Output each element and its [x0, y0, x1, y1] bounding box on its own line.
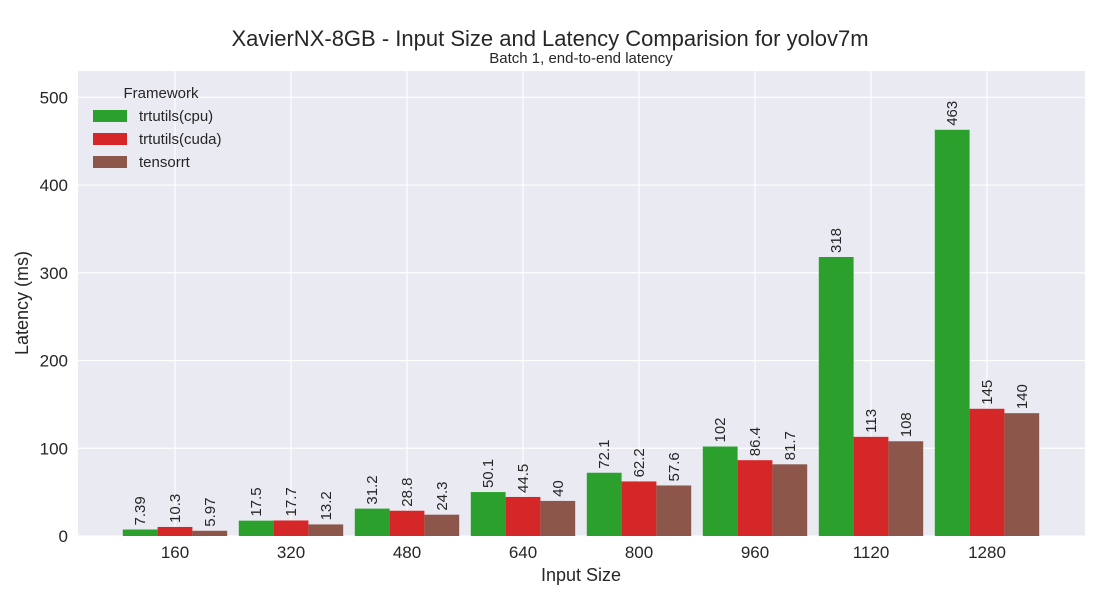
bar	[737, 460, 773, 536]
bar-value-label: 318	[828, 228, 845, 253]
bar-value-label: 102	[712, 417, 729, 442]
bar	[273, 520, 309, 536]
y-axis-label: Latency (ms)	[12, 251, 32, 355]
legend-label: trtutils(cpu)	[139, 108, 213, 125]
y-tick-label: 500	[40, 88, 68, 107]
y-tick-label: 300	[40, 264, 68, 283]
bar	[853, 436, 889, 536]
bar-value-label: 62.2	[631, 448, 648, 477]
bar-value-labels: 7.39 17.5 31.2 50.1 72.1 102 318 463 10.3 17.7 28.…	[132, 101, 1031, 527]
bar-value-label: 40	[550, 480, 567, 497]
bar-value-label: 7.39	[132, 496, 149, 525]
x-tick-label: 960	[741, 543, 769, 562]
bar	[621, 481, 657, 536]
legend-label: tensorrt	[139, 154, 191, 171]
x-tick-label: 480	[393, 543, 421, 562]
bar	[702, 446, 738, 536]
bar-value-label: 17.7	[283, 487, 300, 516]
bar-value-label: 72.1	[596, 440, 613, 469]
bar	[424, 514, 460, 536]
x-tick-label: 160	[161, 543, 189, 562]
bar	[470, 492, 506, 536]
bar	[238, 520, 274, 536]
bars	[122, 129, 1040, 536]
y-tick-label: 0	[59, 527, 68, 546]
bar-value-label: 463	[944, 101, 961, 126]
bar	[656, 485, 692, 536]
legend-title: Framework	[123, 85, 199, 102]
chart-title: XavierNX-8GB - Input Size and Latency Co…	[231, 26, 868, 51]
plot-area	[78, 71, 1085, 536]
bar	[772, 464, 808, 536]
bar-value-label: 17.5	[248, 487, 265, 516]
x-tick-label: 1120	[853, 543, 890, 562]
legend: Framework trtutils(cpu) trtutils(cuda) ten…	[93, 85, 222, 171]
bar-value-label: 44.5	[515, 464, 532, 493]
y-tick-label: 200	[40, 352, 68, 371]
bar	[818, 257, 854, 536]
y-tick-label: 400	[40, 176, 68, 195]
bar-value-label: 24.3	[434, 481, 451, 510]
bar	[540, 500, 576, 536]
bar	[586, 472, 622, 536]
legend-label: trtutils(cuda)	[139, 131, 222, 148]
bar	[354, 508, 390, 536]
bar-value-label: 113	[863, 409, 880, 433]
bar-value-label: 140	[1014, 384, 1031, 409]
legend-swatch	[93, 110, 127, 122]
bar-value-label: 81.7	[782, 431, 799, 460]
bar	[122, 529, 158, 536]
x-axis-ticks: 160 320 480 640 800 960 1120 1280	[161, 543, 1006, 562]
y-tick-label: 100	[40, 439, 68, 458]
bar-value-label: 31.2	[364, 475, 381, 504]
bar	[157, 526, 193, 536]
x-axis-label: Input Size	[541, 565, 621, 585]
x-tick-label: 800	[625, 543, 653, 562]
bar-value-label: 145	[979, 380, 996, 405]
chart-subtitle: Batch 1, end-to-end latency	[489, 50, 673, 67]
bar	[888, 441, 924, 536]
bar	[969, 408, 1005, 536]
bar	[192, 530, 228, 536]
bar-value-label: 5.97	[202, 498, 219, 527]
bar	[308, 524, 344, 536]
x-tick-label: 640	[509, 543, 537, 562]
bar-value-label: 10.3	[167, 494, 184, 523]
bar-value-label: 108	[898, 412, 915, 437]
bar-value-label: 86.4	[747, 427, 764, 456]
legend-swatch	[93, 133, 127, 145]
bar-value-label: 50.1	[480, 459, 497, 488]
x-tick-label: 1280	[968, 543, 1006, 562]
bar	[934, 129, 970, 536]
bar	[389, 510, 425, 536]
x-tick-label: 320	[277, 543, 305, 562]
legend-swatch	[93, 156, 127, 168]
y-axis-ticks: 0 100 200 300 400 500	[40, 88, 68, 546]
bar-value-label: 57.6	[666, 452, 683, 481]
bar-value-label: 13.2	[318, 491, 335, 520]
bar-value-label: 28.8	[399, 478, 416, 507]
bar	[505, 496, 541, 536]
bar	[1004, 413, 1040, 536]
